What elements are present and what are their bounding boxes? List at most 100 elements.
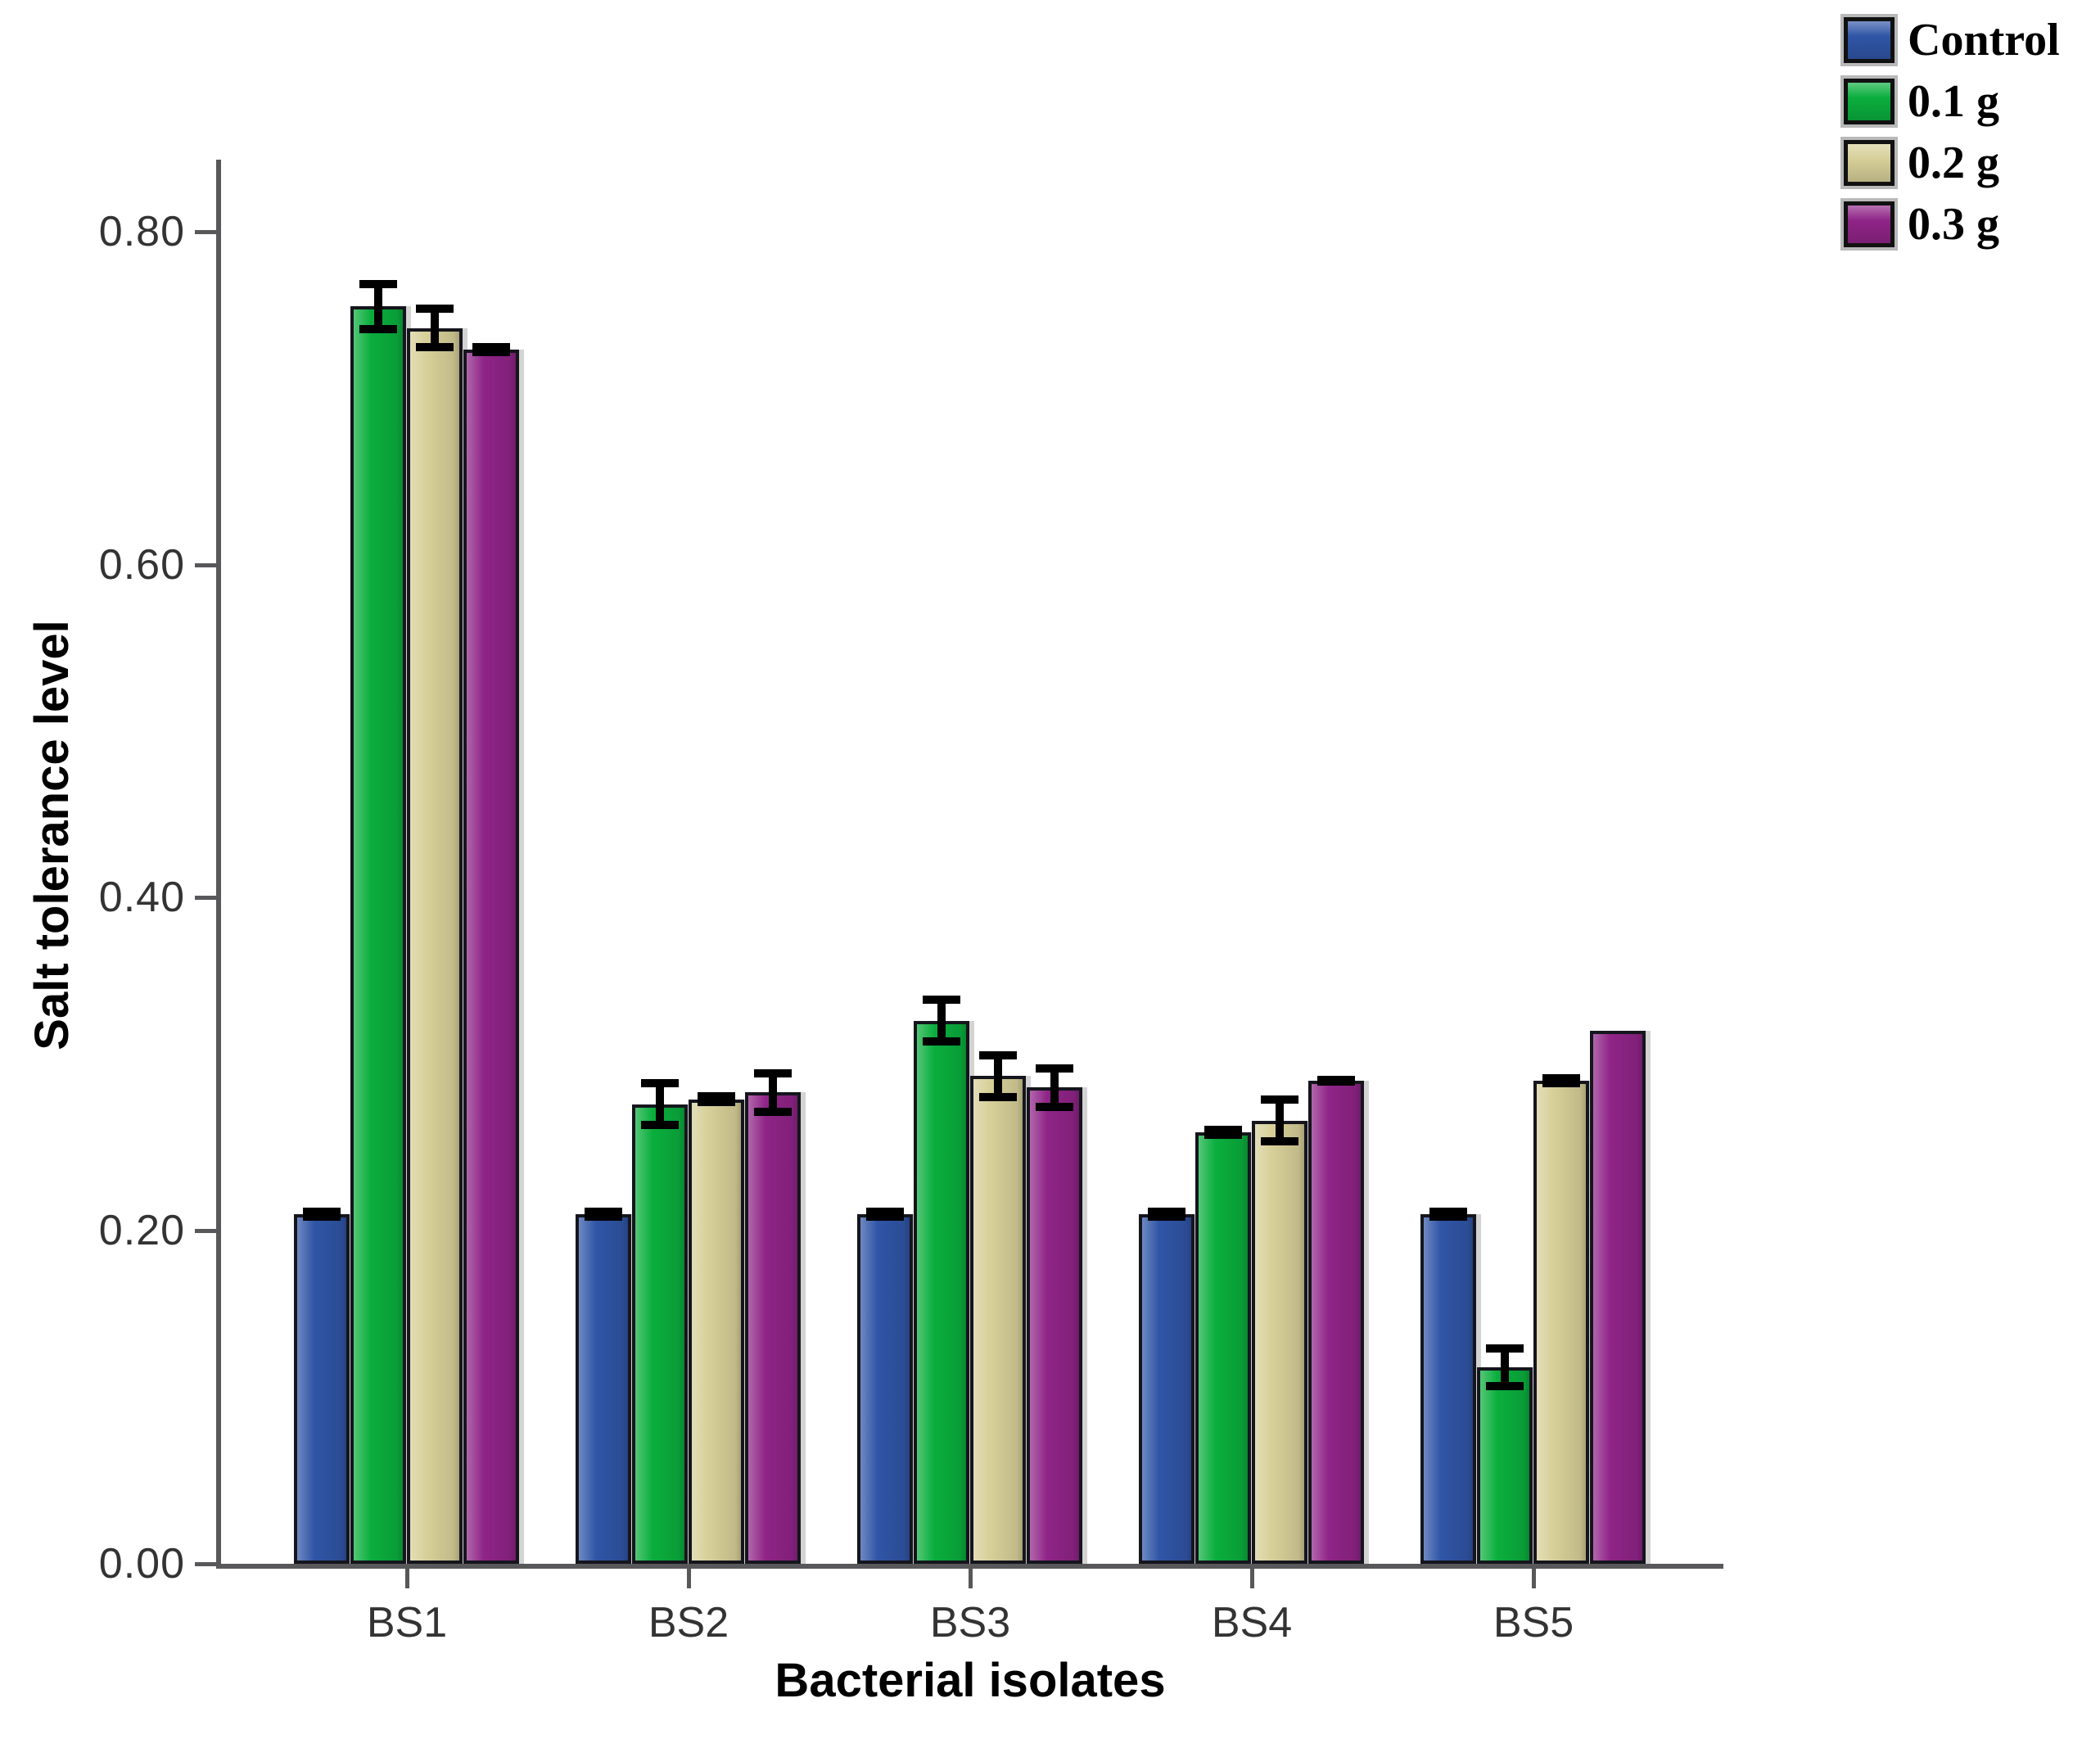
- error-bar-bs2-0-2-g: [698, 1092, 735, 1106]
- x-tick: [687, 1569, 691, 1588]
- error-bar-cap: [979, 1092, 1017, 1101]
- error-bar-cap: [1204, 1131, 1242, 1140]
- error-bar-whisker: [769, 1068, 777, 1116]
- bar-bs5-0-2-g: [1533, 1081, 1589, 1564]
- error-bar-cap: [979, 1050, 1017, 1059]
- x-axis-line: [216, 1564, 1723, 1569]
- error-bar-cap: [698, 1092, 735, 1101]
- error-bar-cap: [1429, 1212, 1467, 1221]
- bar-bs1-0-1-g: [350, 306, 406, 1564]
- x-tick-label-bs4: BS4: [1211, 1599, 1293, 1646]
- error-bar-bs3-control: [866, 1207, 904, 1221]
- legend-label-0-2-g: 0.2 g: [1908, 138, 1999, 188]
- y-tick-label: 0.80: [98, 207, 185, 255]
- error-bar-whisker: [994, 1050, 1002, 1101]
- error-bar-cap: [698, 1097, 735, 1106]
- x-axis-title: Bacterial isolates: [775, 1654, 1166, 1707]
- error-bar-cap: [359, 279, 397, 288]
- y-axis-line: [216, 160, 221, 1569]
- error-bar-cap: [641, 1079, 679, 1088]
- error-bar-bs2-0-3-g: [754, 1068, 792, 1116]
- error-bar-cap: [1036, 1102, 1073, 1111]
- y-tick: [195, 229, 216, 234]
- error-bar-whisker: [1276, 1095, 1284, 1146]
- error-bar-cap: [923, 1037, 960, 1046]
- bar-bs5-0-3-g: [1590, 1031, 1646, 1564]
- error-bar-cap: [416, 343, 454, 352]
- error-bar-whisker: [374, 279, 382, 333]
- bar-bs4-0-3-g: [1308, 1081, 1364, 1564]
- bar-bs2-0-3-g: [745, 1092, 801, 1564]
- legend-label-0-1-g: 0.1 g: [1908, 76, 1999, 127]
- error-bar-cap: [1486, 1382, 1524, 1391]
- bar-bs2-control: [576, 1214, 631, 1564]
- error-bar-cap: [754, 1068, 792, 1077]
- error-bar-bs4-0-1-g: [1204, 1126, 1242, 1140]
- error-bar-cap: [1317, 1077, 1355, 1086]
- y-tick: [195, 1562, 216, 1566]
- legend-item-0-2-g: 0.2 g: [1844, 138, 2060, 188]
- error-bar-whisker: [656, 1079, 664, 1130]
- error-bar-bs1-0-3-g: [472, 343, 510, 357]
- error-bar-bs5-0-2-g: [1542, 1074, 1580, 1088]
- error-bar-bs3-0-3-g: [1036, 1064, 1073, 1111]
- y-tick: [195, 1229, 216, 1234]
- error-bar-cap: [1429, 1207, 1467, 1216]
- error-bar-cap: [1261, 1095, 1298, 1104]
- legend-swatch-0-2-g-icon: [1844, 140, 1895, 186]
- bar-bs5-control: [1420, 1214, 1476, 1564]
- error-bar-cap: [1148, 1207, 1185, 1216]
- error-bar-cap: [866, 1212, 904, 1221]
- error-bar-cap: [923, 996, 960, 1005]
- bar-bs5-0-1-g: [1477, 1367, 1533, 1564]
- bar-bs1-0-3-g: [463, 350, 519, 1564]
- error-bar-bs2-0-1-g: [641, 1079, 679, 1130]
- error-bar-bs3-0-1-g: [923, 996, 960, 1046]
- legend-swatch-0-3-g-icon: [1844, 201, 1895, 247]
- bar-bs1-0-2-g: [407, 328, 463, 1564]
- error-bar-bs2-control: [585, 1207, 622, 1221]
- error-bar-cap: [1542, 1079, 1580, 1088]
- bar-bs3-0-2-g: [970, 1076, 1026, 1564]
- y-tick-label: 0.60: [98, 540, 185, 589]
- error-bar-bs4-0-2-g: [1261, 1095, 1298, 1146]
- legend-item-0-1-g: 0.1 g: [1844, 76, 2060, 127]
- error-bar-cap: [1486, 1344, 1524, 1353]
- x-tick-label-bs3: BS3: [929, 1599, 1011, 1646]
- error-bar-cap: [1261, 1137, 1298, 1146]
- error-bar-cap: [1204, 1126, 1242, 1135]
- legend-swatch-control-icon: [1844, 17, 1895, 63]
- bar-bs2-0-1-g: [632, 1104, 688, 1564]
- error-bar-cap: [359, 324, 397, 333]
- error-bar-cap: [585, 1212, 622, 1221]
- error-bar-whisker: [1050, 1064, 1059, 1111]
- error-bar-cap: [416, 305, 454, 314]
- x-tick-label-bs2: BS2: [648, 1599, 729, 1646]
- x-tick-label-bs1: BS1: [366, 1599, 448, 1646]
- error-bar-cap: [585, 1207, 622, 1216]
- error-bar-bs4-control: [1148, 1207, 1185, 1221]
- error-bar-bs1-control: [303, 1207, 341, 1221]
- y-tick-label: 0.20: [98, 1207, 185, 1255]
- error-bar-cap: [1542, 1074, 1580, 1082]
- error-bar-cap: [866, 1207, 904, 1216]
- bar-bs4-0-2-g: [1252, 1121, 1307, 1564]
- error-bar-bs4-0-3-g: [1317, 1076, 1355, 1086]
- bar-bs3-0-1-g: [914, 1021, 969, 1564]
- error-bar-bs1-0-1-g: [359, 279, 397, 333]
- error-bar-bs5-0-1-g: [1486, 1344, 1524, 1391]
- error-bar-cap: [472, 343, 510, 352]
- error-bar-cap: [1036, 1064, 1073, 1073]
- error-bar-cap: [1148, 1212, 1185, 1221]
- y-tick-label: 0.40: [98, 874, 185, 922]
- y-axis-title: Salt tolerance level: [25, 620, 79, 1050]
- x-tick: [969, 1569, 973, 1588]
- legend-item-control: Control: [1844, 15, 2060, 65]
- bar-bs4-control: [1139, 1214, 1195, 1564]
- error-bar-bs3-0-2-g: [979, 1050, 1017, 1101]
- legend-swatch-0-1-g-icon: [1844, 79, 1895, 124]
- bar-bs3-control: [857, 1214, 913, 1564]
- x-tick: [1250, 1569, 1254, 1588]
